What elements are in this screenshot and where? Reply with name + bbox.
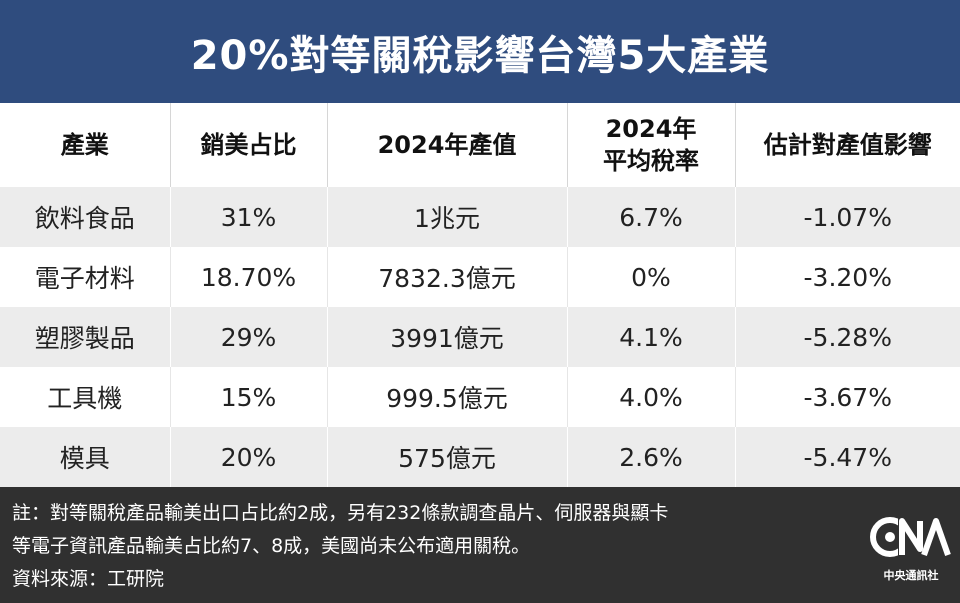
column-header-us-share: 銷美占比 — [169, 103, 327, 187]
cell-tariff: 0% — [566, 247, 735, 307]
table-row: 電子材料 18.70% 7832.3億元 0% -3.20% — [0, 247, 960, 307]
cell-us-share: 29% — [169, 307, 327, 367]
cell-industry: 電子材料 — [0, 247, 170, 307]
cna-logo-icon — [870, 517, 951, 557]
cell-output: 3991億元 — [326, 307, 567, 367]
column-header-estimated-impact: 估計對產值影響 — [734, 103, 960, 187]
cell-output: 1兆元 — [326, 187, 567, 247]
avg-tariff-header-text: 2024年 平均稅率 — [603, 115, 699, 175]
cell-us-share: 15% — [169, 367, 327, 427]
cell-tariff: 2.6% — [566, 427, 735, 487]
cell-tariff: 4.0% — [566, 367, 735, 427]
cell-industry: 工具機 — [0, 367, 170, 427]
table-row: 飲料食品 31% 1兆元 6.7% -1.07% — [0, 187, 960, 247]
cell-output: 7832.3億元 — [326, 247, 567, 307]
column-header-industry: 產業 — [60, 131, 109, 159]
cell-us-share: 18.70% — [169, 247, 327, 307]
footnote-line-2: 等電子資訊產品輸美占比約7、8成，美國尚未公布適用關稅。 — [12, 535, 531, 557]
cell-impact: -5.47% — [734, 427, 960, 487]
cna-logo: 中央通訊社 — [868, 509, 954, 582]
footnote-line-1: 註：對等關稅產品輸美出口占比約2成，另有232條款調查晶片、伺服器與顯卡 — [12, 502, 669, 524]
cell-industry: 模具 — [0, 427, 170, 487]
column-header-2024-output: 2024年產值 — [326, 103, 567, 187]
cell-impact: -3.20% — [734, 247, 960, 307]
cell-us-share: 31% — [169, 187, 327, 247]
industry-impact-table: 產業 銷美占比 2024年產值 2024年 平均稅率 估計對產值影響 飲料食品 3… — [0, 103, 960, 487]
logo-wordmark: 中央通訊社 — [883, 569, 939, 582]
cell-tariff: 4.1% — [566, 307, 735, 367]
cell-impact: -5.28% — [734, 307, 960, 367]
table-row: 工具機 15% 999.5億元 4.0% -3.67% — [0, 367, 960, 427]
page-title: 20%對等關稅影響台灣5大產業 — [190, 32, 770, 79]
footer-note-panel: 註：對等關稅產品輸美出口占比約2成，另有232條款調查晶片、伺服器與顯卡 等電子… — [0, 487, 960, 603]
cell-tariff: 6.7% — [566, 187, 735, 247]
cell-industry: 飲料食品 — [0, 187, 170, 247]
title-banner: 20%對等關稅影響台灣5大產業 — [0, 0, 960, 103]
data-source: 資料來源：工研院 — [12, 568, 165, 590]
table-row: 模具 20% 575億元 2.6% -5.47% — [0, 427, 960, 487]
footnote: 註：對等關稅產品輸美出口占比約2成，另有232條款調查晶片、伺服器與顯卡 等電子… — [12, 497, 852, 596]
cell-impact: -1.07% — [734, 187, 960, 247]
cell-us-share: 20% — [169, 427, 327, 487]
column-header-avg-tariff: 2024年 平均稅率 — [566, 103, 735, 187]
table-row: 塑膠製品 29% 3991億元 4.1% -5.28% — [0, 307, 960, 367]
table-header-row: 產業 銷美占比 2024年產值 2024年 平均稅率 估計對產值影響 — [0, 103, 960, 187]
cell-impact: -3.67% — [734, 367, 960, 427]
cell-output: 575億元 — [326, 427, 567, 487]
cell-industry: 塑膠製品 — [0, 307, 170, 367]
cell-output: 999.5億元 — [326, 367, 567, 427]
